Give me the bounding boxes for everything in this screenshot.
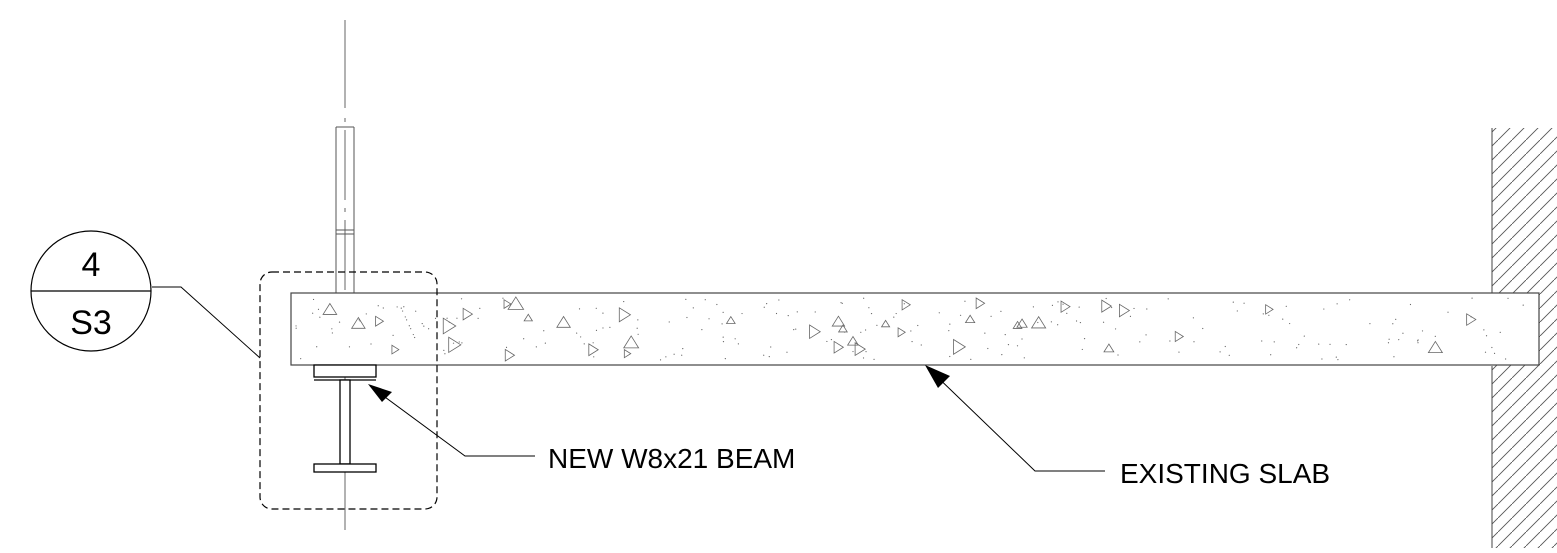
- sheet-number: S3: [70, 304, 112, 342]
- post-above-slab: [335, 126, 355, 293]
- detail-tag-leader: [152, 286, 261, 359]
- w8x21-beam-section: [313, 364, 377, 473]
- slab-aggregate: [295, 296, 1524, 362]
- detail-tag: 4 S3: [30, 230, 152, 352]
- beam-callout-label: NEW W8x21 BEAM: [548, 443, 795, 474]
- slab-callout-label: EXISTING SLAB: [1120, 458, 1330, 489]
- slab-callout: EXISTING SLAB: [925, 365, 1330, 489]
- detail-number: 4: [82, 246, 101, 284]
- existing-slab: [290, 292, 1540, 366]
- beam-callout: NEW W8x21 BEAM: [368, 384, 795, 474]
- detail-boundary: [259, 271, 438, 510]
